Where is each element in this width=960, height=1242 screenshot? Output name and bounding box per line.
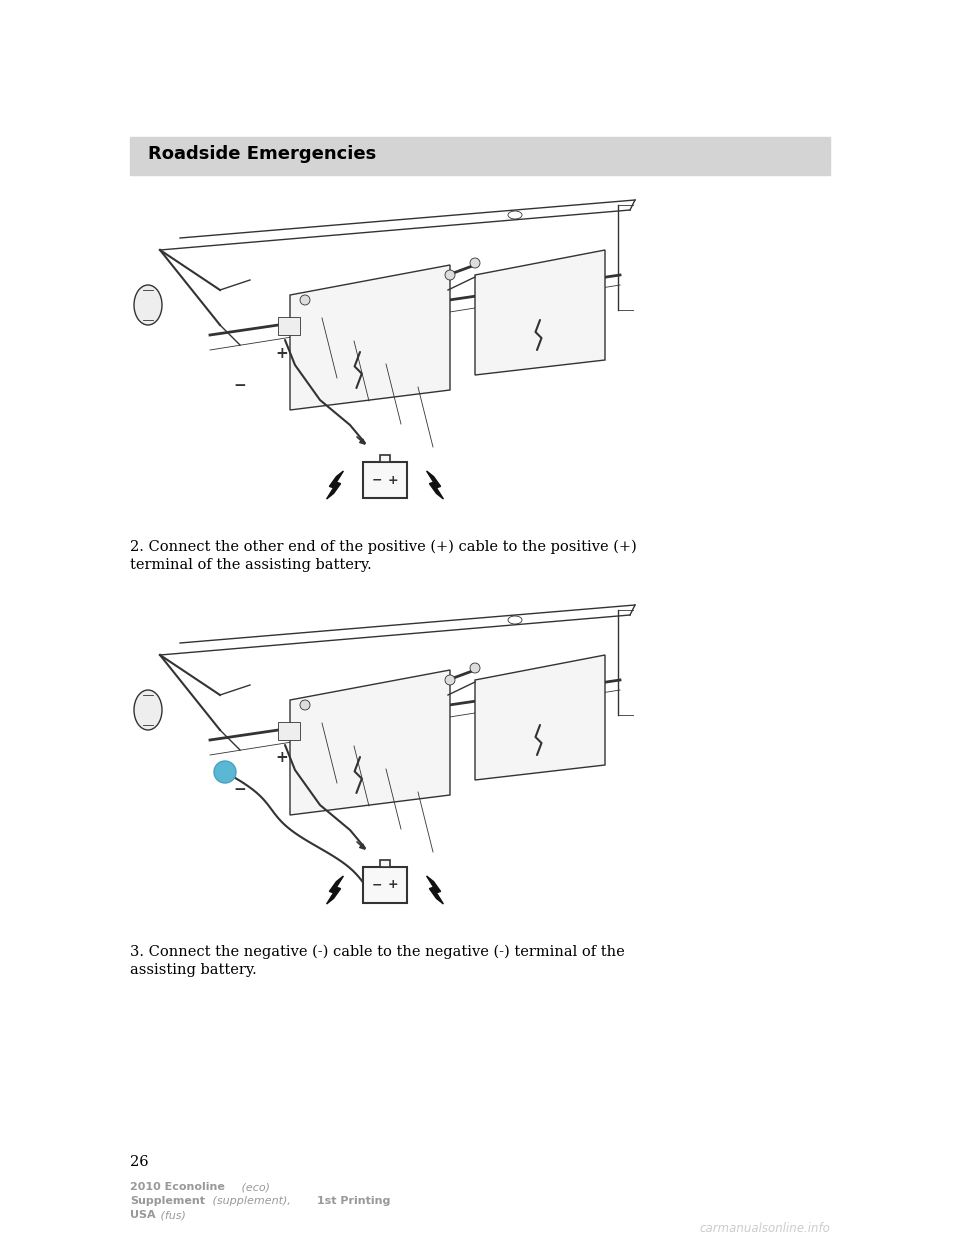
Bar (278, 722, 300, 740)
Text: (supplement),: (supplement), (209, 1196, 291, 1206)
Text: (eco): (eco) (238, 1182, 270, 1192)
Text: (fus): (fus) (157, 1210, 186, 1220)
Text: USA: USA (130, 1210, 156, 1220)
Text: terminal of the assisting battery.: terminal of the assisting battery. (130, 558, 372, 573)
Polygon shape (475, 250, 605, 375)
Polygon shape (290, 265, 450, 410)
Ellipse shape (134, 284, 162, 325)
Text: 1st Printing: 1st Printing (313, 1196, 391, 1206)
Text: −: − (372, 878, 382, 892)
Text: −: − (372, 473, 382, 487)
Text: +: + (388, 473, 398, 487)
Circle shape (300, 700, 310, 710)
Polygon shape (475, 655, 605, 780)
Text: 26: 26 (130, 1155, 149, 1169)
Text: Supplement: Supplement (130, 1196, 205, 1206)
Text: +: + (276, 345, 288, 360)
Bar (380, 859, 390, 867)
Text: +: + (388, 878, 398, 892)
Polygon shape (326, 471, 344, 499)
Text: −: − (233, 782, 247, 797)
Bar (363, 462, 407, 498)
Bar (363, 867, 407, 903)
Circle shape (214, 761, 236, 782)
Bar (130, 137, 830, 175)
Text: +: + (276, 750, 288, 765)
Circle shape (470, 258, 480, 268)
Text: Roadside Emergencies: Roadside Emergencies (148, 145, 376, 163)
Circle shape (300, 296, 310, 306)
Circle shape (445, 674, 455, 686)
Polygon shape (290, 669, 450, 815)
Polygon shape (426, 876, 444, 904)
Text: 3. Connect the negative (-) cable to the negative (-) terminal of the: 3. Connect the negative (-) cable to the… (130, 945, 625, 959)
Circle shape (445, 270, 455, 279)
Circle shape (470, 663, 480, 673)
Bar (278, 317, 300, 335)
Text: −: − (233, 378, 247, 392)
Polygon shape (426, 471, 444, 499)
Bar (380, 455, 390, 462)
Text: carmanualsonline.info: carmanualsonline.info (699, 1222, 830, 1235)
Text: 2010 Econoline: 2010 Econoline (130, 1182, 225, 1192)
Text: 2. Connect the other end of the positive (+) cable to the positive (+): 2. Connect the other end of the positive… (130, 540, 636, 554)
Polygon shape (326, 876, 344, 904)
Ellipse shape (134, 691, 162, 730)
Text: assisting battery.: assisting battery. (130, 963, 256, 977)
